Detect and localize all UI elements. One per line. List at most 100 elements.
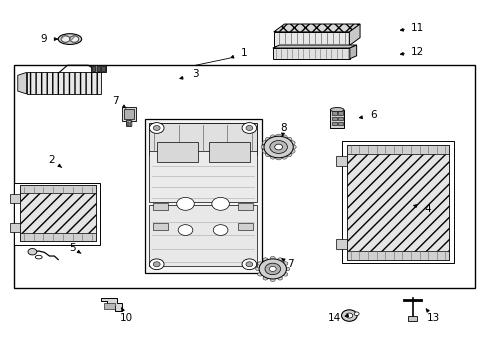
Bar bbox=[335, 156, 346, 166]
Circle shape bbox=[262, 141, 267, 145]
Bar bbox=[20, 233, 96, 241]
Circle shape bbox=[290, 145, 296, 149]
Circle shape bbox=[270, 278, 275, 282]
Bar bbox=[337, 117, 342, 120]
Circle shape bbox=[275, 156, 281, 160]
Text: 5: 5 bbox=[69, 243, 76, 253]
Circle shape bbox=[259, 259, 286, 279]
Bar bbox=[346, 251, 448, 260]
Circle shape bbox=[211, 197, 229, 210]
Bar bbox=[149, 123, 256, 155]
Circle shape bbox=[264, 263, 280, 275]
Bar bbox=[331, 122, 336, 126]
Circle shape bbox=[261, 145, 266, 149]
Circle shape bbox=[242, 123, 256, 134]
Bar bbox=[335, 239, 346, 249]
Bar bbox=[407, 316, 416, 320]
Polygon shape bbox=[273, 24, 359, 32]
Ellipse shape bbox=[330, 108, 343, 112]
Polygon shape bbox=[348, 24, 359, 45]
Text: 11: 11 bbox=[410, 23, 424, 33]
Text: 3: 3 bbox=[192, 69, 199, 79]
Circle shape bbox=[245, 262, 252, 267]
Circle shape bbox=[285, 137, 291, 141]
Text: 7: 7 bbox=[287, 259, 294, 269]
Polygon shape bbox=[14, 183, 100, 245]
Bar bbox=[346, 145, 448, 154]
Bar bbox=[104, 303, 115, 309]
Bar bbox=[20, 185, 96, 241]
Bar bbox=[273, 32, 348, 45]
Circle shape bbox=[28, 248, 37, 255]
Bar bbox=[337, 122, 342, 126]
Circle shape bbox=[176, 197, 194, 210]
Bar bbox=[122, 107, 136, 121]
Circle shape bbox=[153, 126, 160, 131]
Circle shape bbox=[61, 36, 70, 42]
Text: 7: 7 bbox=[112, 96, 119, 106]
Circle shape bbox=[257, 262, 262, 265]
Text: 6: 6 bbox=[369, 111, 376, 121]
Bar bbox=[330, 110, 343, 129]
Bar bbox=[124, 109, 134, 119]
Bar bbox=[208, 142, 249, 162]
Circle shape bbox=[149, 259, 163, 270]
Bar bbox=[331, 111, 336, 115]
Polygon shape bbox=[101, 298, 122, 311]
Circle shape bbox=[265, 153, 271, 157]
Circle shape bbox=[255, 267, 260, 271]
Bar bbox=[130, 122, 132, 126]
Circle shape bbox=[277, 276, 282, 280]
Bar bbox=[144, 119, 261, 273]
Text: 8: 8 bbox=[280, 123, 286, 133]
Bar bbox=[153, 223, 167, 230]
Circle shape bbox=[277, 258, 282, 261]
Bar bbox=[238, 203, 252, 211]
Polygon shape bbox=[18, 72, 26, 94]
Circle shape bbox=[269, 266, 276, 271]
Circle shape bbox=[263, 276, 267, 280]
Bar bbox=[90, 64, 106, 72]
Circle shape bbox=[213, 225, 227, 235]
Ellipse shape bbox=[58, 34, 81, 44]
Circle shape bbox=[353, 312, 358, 316]
Text: 2: 2 bbox=[48, 155, 55, 165]
Bar bbox=[10, 223, 20, 232]
Circle shape bbox=[263, 258, 267, 261]
Bar bbox=[101, 66, 104, 71]
Circle shape bbox=[242, 259, 256, 270]
Bar bbox=[20, 185, 96, 193]
Circle shape bbox=[269, 155, 275, 159]
Circle shape bbox=[264, 136, 293, 158]
Circle shape bbox=[257, 273, 262, 276]
Bar bbox=[238, 223, 252, 230]
Circle shape bbox=[288, 141, 294, 145]
Circle shape bbox=[262, 149, 267, 153]
Bar bbox=[127, 122, 129, 126]
Text: 13: 13 bbox=[426, 313, 439, 323]
Text: 4: 4 bbox=[423, 204, 430, 214]
Text: 1: 1 bbox=[241, 48, 247, 58]
Circle shape bbox=[283, 273, 287, 276]
Bar bbox=[153, 203, 167, 211]
Bar bbox=[14, 65, 474, 288]
Bar bbox=[337, 111, 342, 115]
Circle shape bbox=[341, 310, 356, 321]
Circle shape bbox=[270, 256, 275, 260]
Circle shape bbox=[283, 262, 287, 265]
Polygon shape bbox=[349, 45, 356, 59]
Bar bbox=[91, 66, 95, 71]
Circle shape bbox=[285, 267, 289, 271]
Circle shape bbox=[245, 126, 252, 131]
Circle shape bbox=[149, 123, 163, 134]
Bar bbox=[10, 194, 20, 203]
Circle shape bbox=[269, 140, 287, 153]
Bar bbox=[149, 151, 256, 202]
Text: 10: 10 bbox=[120, 313, 133, 323]
Bar bbox=[126, 121, 131, 126]
Ellipse shape bbox=[35, 255, 42, 259]
Bar bbox=[149, 205, 256, 266]
Bar bbox=[157, 142, 197, 162]
Text: 9: 9 bbox=[40, 34, 47, 44]
Bar bbox=[346, 145, 448, 260]
